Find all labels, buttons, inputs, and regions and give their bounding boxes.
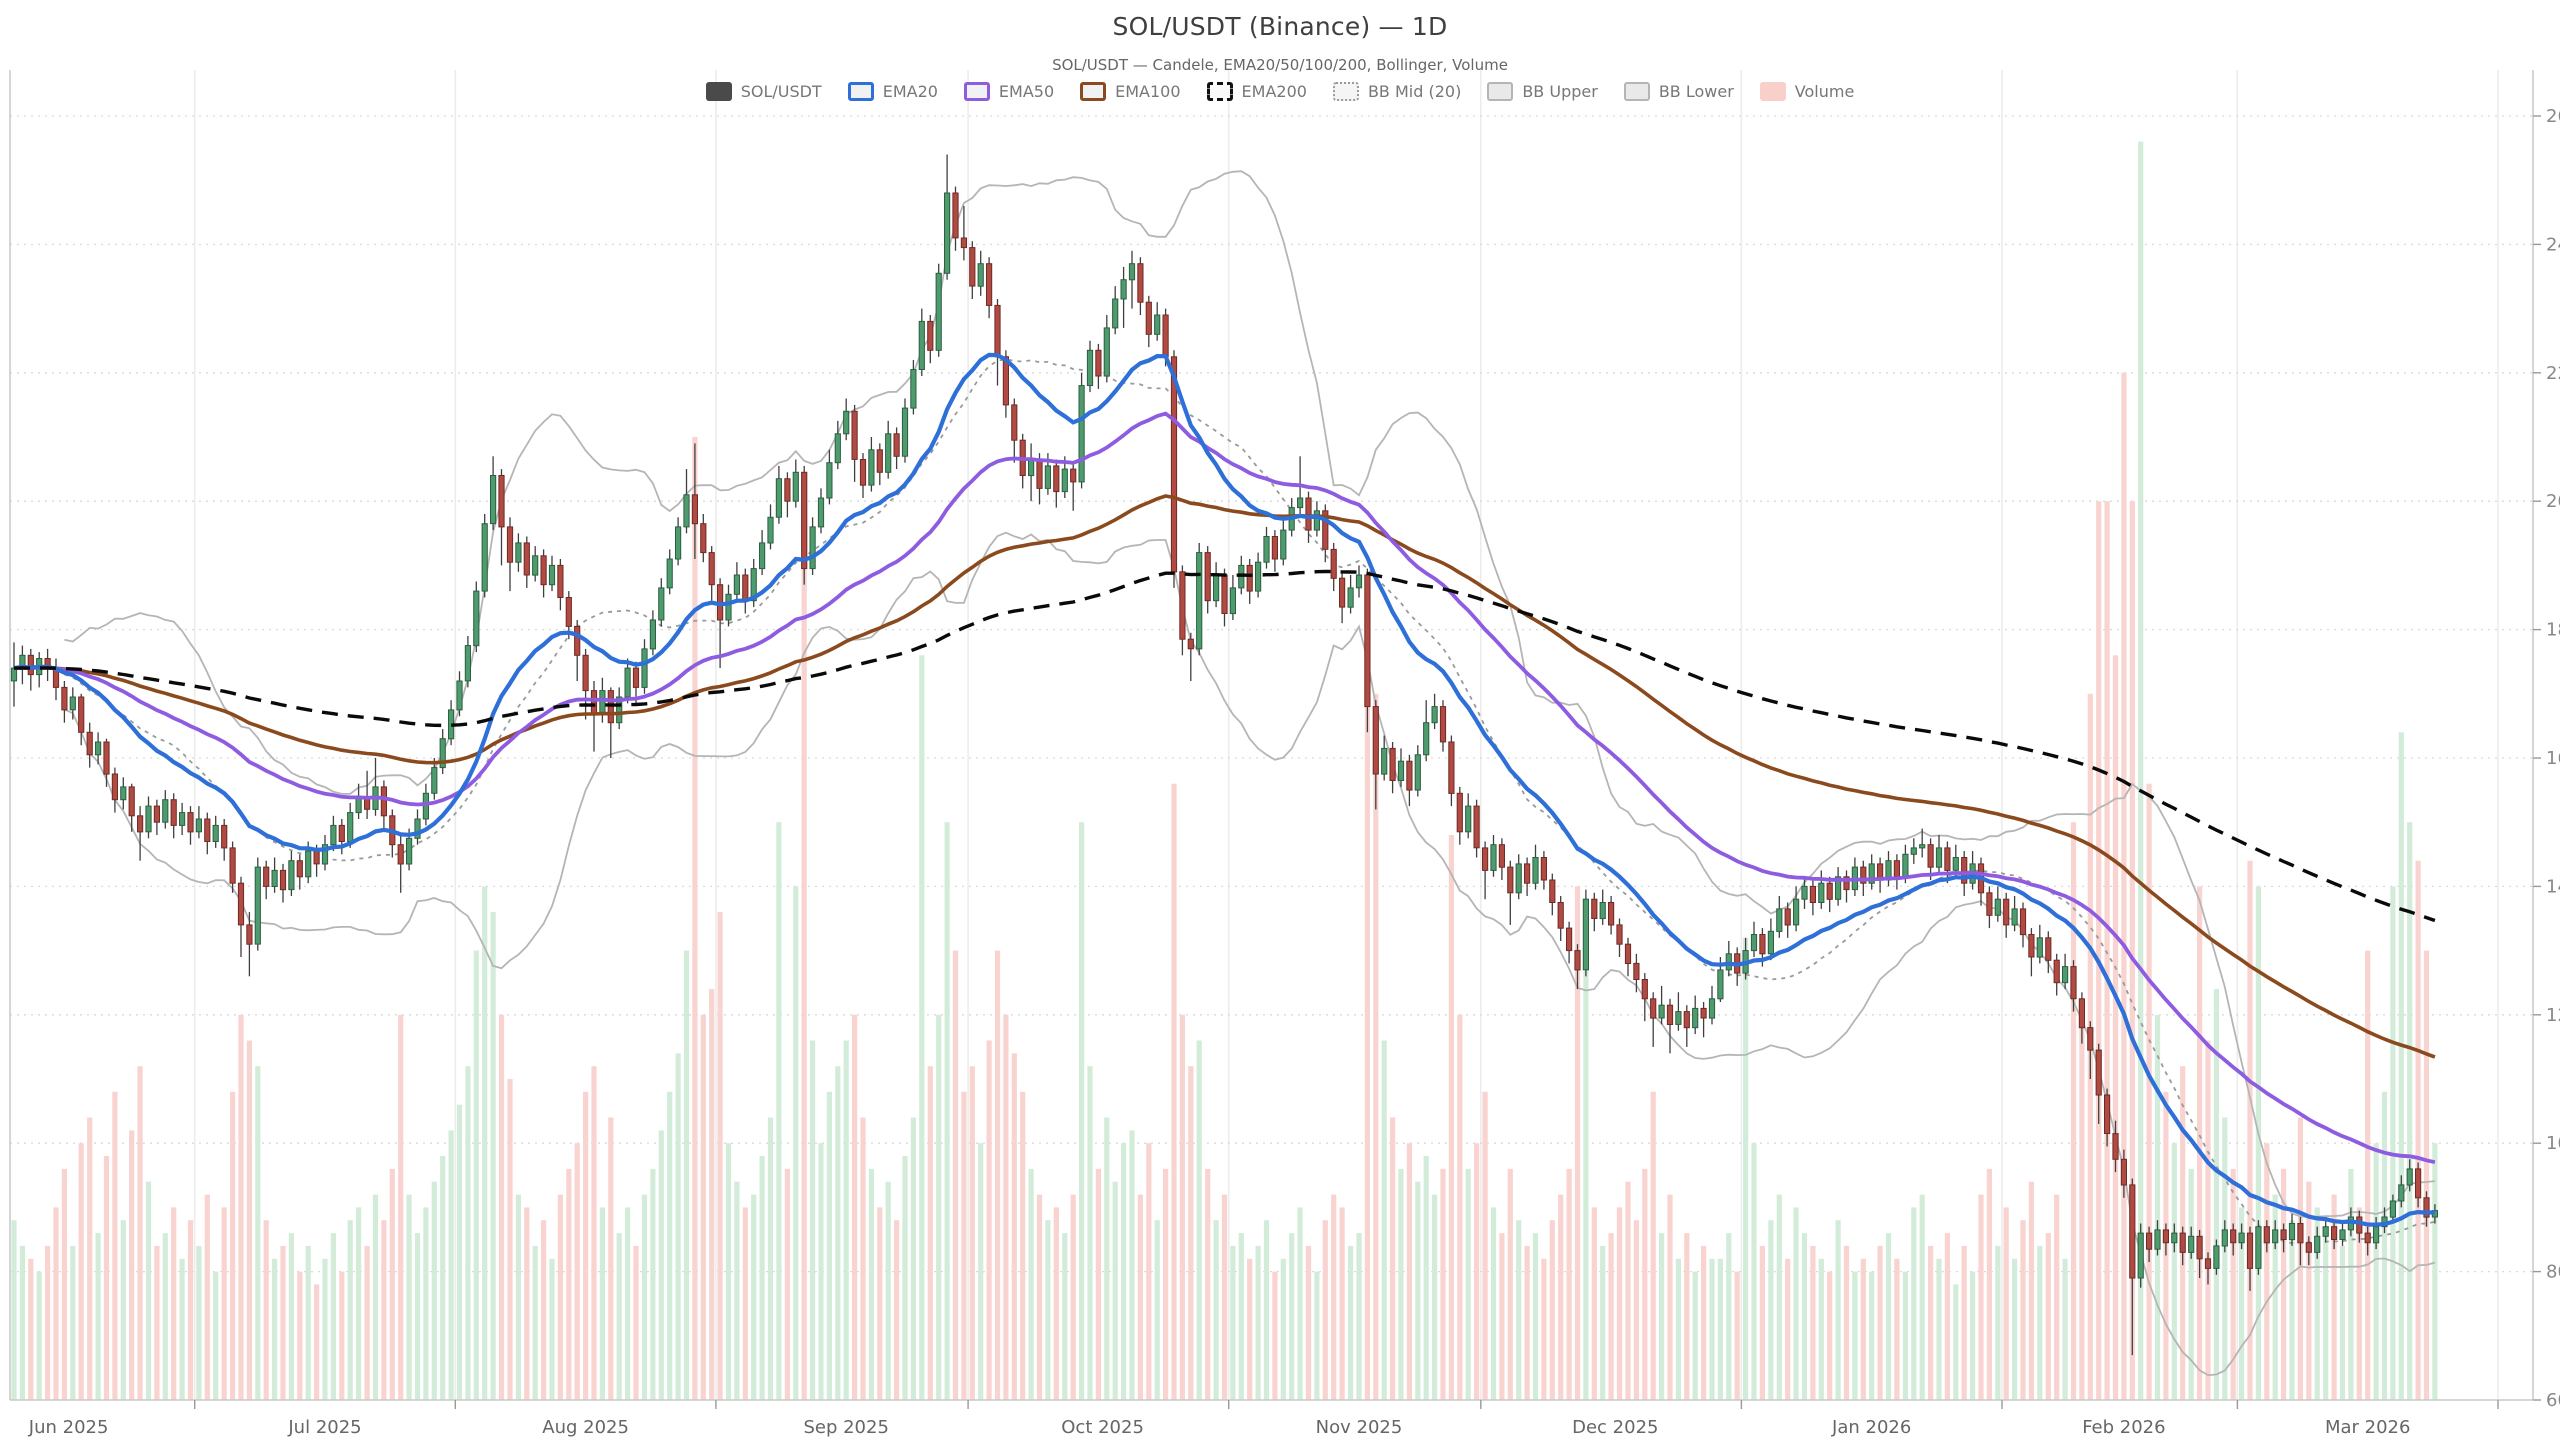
svg-text:200: 200 (2546, 491, 2560, 512)
legend-label: EMA200 (1241, 82, 1307, 101)
svg-text:Sep 2025: Sep 2025 (803, 1417, 888, 1438)
svg-text:180: 180 (2546, 620, 2560, 641)
legend-item-bb-lower: BB Lower (1623, 82, 1734, 101)
ema-lines (13, 352, 2436, 1227)
legend-swatch (1080, 82, 1107, 101)
ema200-line (13, 569, 2436, 923)
svg-text:260: 260 (2546, 106, 2560, 127)
svg-text:240: 240 (2546, 234, 2560, 255)
svg-text:60: 60 (2546, 1390, 2560, 1411)
ema100-line (13, 494, 2436, 1059)
svg-text:Jul 2025: Jul 2025 (287, 1417, 361, 1438)
legend-swatch (963, 82, 990, 101)
legend-label: BB Upper (1522, 82, 1598, 101)
chart-subtitle: SOL/USDT — Candele, EMA20/50/100/200, Bo… (1052, 56, 1508, 74)
legend-item-ema20: EMA20 (847, 82, 938, 101)
svg-text:160: 160 (2546, 748, 2560, 769)
axes-spines (9, 70, 2534, 1401)
legend-label: SOL/USDT (740, 82, 822, 101)
legend-label: BB Lower (1658, 82, 1734, 101)
legend-item-bb-mid-20-: BB Mid (20) (1332, 82, 1462, 101)
svg-text:Nov 2025: Nov 2025 (1316, 1417, 1403, 1438)
legend-label: EMA20 (882, 82, 938, 101)
legend-swatch (847, 82, 874, 101)
svg-text:Dec 2025: Dec 2025 (1572, 1417, 1658, 1438)
ema50-line (13, 411, 2436, 1165)
svg-text:140: 140 (2546, 876, 2560, 897)
legend-label: EMA50 (998, 82, 1055, 101)
legend-item-volume: Volume (1759, 82, 1855, 101)
svg-text:100: 100 (2546, 1133, 2560, 1154)
chart-title: SOL/USDT (Binance) — 1D (1112, 12, 1448, 41)
price-gridlines (10, 115, 2533, 1273)
legend-item-ema100: EMA100 (1080, 82, 1181, 101)
legend-swatch (705, 82, 732, 101)
svg-text:120: 120 (2546, 1005, 2560, 1026)
legend-swatch (1206, 82, 1233, 101)
month-gridlines (193, 70, 2499, 1400)
svg-text:Jan 2026: Jan 2026 (1831, 1417, 1911, 1438)
chart-legend: SOL/USDT EMA20 EMA50 EMA100 EMA200 BB Mid (20… (0, 82, 2560, 101)
volume-bars (11, 141, 2438, 1401)
legend-item-bb-upper: BB Upper (1487, 82, 1598, 101)
x-axis: Jun 2025 Jul 2025 Aug 2025 Sep 2025 Oct 2025… (28, 1400, 2499, 1438)
svg-text:Feb 2026: Feb 2026 (2082, 1417, 2165, 1438)
svg-text:220: 220 (2546, 363, 2560, 384)
legend-label: Volume (1794, 82, 1855, 101)
svg-text:Mar 2026: Mar 2026 (2325, 1417, 2411, 1438)
svg-text:Jun 2025: Jun 2025 (28, 1417, 109, 1438)
legend-label: EMA100 (1115, 82, 1181, 101)
legend-item-ema200: EMA200 (1206, 82, 1307, 101)
legend-item-sol-usdt: SOL/USDT (705, 82, 822, 101)
legend-item-ema50: EMA50 (963, 82, 1055, 101)
legend-swatch (1759, 82, 1786, 101)
svg-text:80: 80 (2546, 1262, 2560, 1283)
svg-text:Aug 2025: Aug 2025 (542, 1417, 629, 1438)
legend-swatch (1332, 82, 1359, 101)
y-axis: 60 80 100 120 140 160 180 200 220 240 260 (2533, 106, 2560, 1411)
legend-label: BB Mid (20) (1367, 82, 1462, 101)
ema20-line (13, 352, 2435, 1227)
svg-text:Oct 2025: Oct 2025 (1061, 1417, 1144, 1438)
legend-swatch (1623, 82, 1650, 101)
legend-swatch (1487, 82, 1514, 101)
candles (10, 154, 2439, 1356)
